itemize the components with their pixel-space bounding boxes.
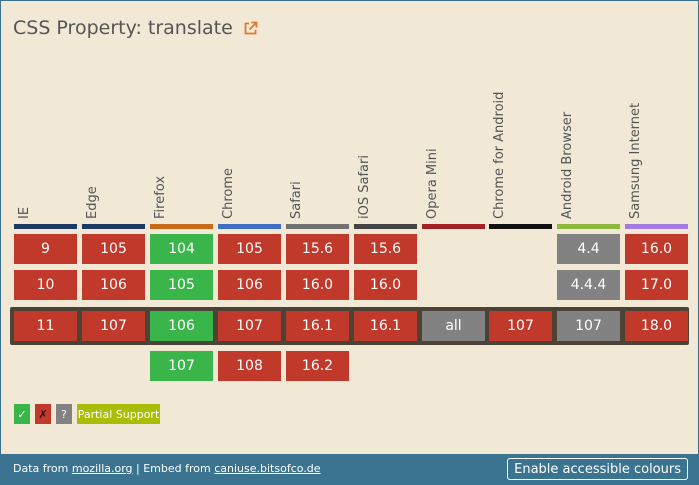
feature-title: CSS Property: translate [13, 17, 233, 39]
browser-color-bar [14, 224, 77, 229]
caniuse-embed-link[interactable]: caniuse.bitsofco.de [214, 462, 321, 475]
version-cell-safari[interactable]: 16.1 [286, 311, 349, 341]
version-cell-firefox[interactable]: 105 [150, 270, 213, 300]
title-row: CSS Property: translate [13, 15, 258, 41]
version-cell-ios-safari[interactable]: 16.1 [354, 311, 417, 341]
browser-color-bar [422, 224, 485, 229]
browser-name: Chrome for Android [492, 91, 507, 219]
browser-name: IE [17, 206, 32, 219]
browser-name: Firefox [153, 175, 168, 219]
browser-color-bar [354, 224, 417, 229]
legend-supported: ✓ [14, 404, 30, 424]
browser-color-bar [218, 224, 281, 229]
version-cell-chrome[interactable]: 107 [218, 311, 281, 341]
version-cell-ie[interactable]: 9 [14, 234, 77, 264]
legend-not-supported: ✗ [35, 404, 51, 424]
external-link-icon[interactable] [243, 21, 258, 36]
browser-name: iOS Safari [357, 155, 372, 219]
version-cell-ie[interactable]: 10 [14, 270, 77, 300]
version-cell-firefox[interactable]: 104 [150, 234, 213, 264]
browser-name: Safari [289, 181, 304, 219]
legend-partial-support: Partial Support [77, 404, 160, 424]
browser-header-samsung-internet: Samsung Internet [625, 81, 688, 229]
version-cell-samsung-internet[interactable]: 16.0 [625, 234, 688, 264]
version-cell-android-browser[interactable]: 4.4.4 [557, 270, 620, 300]
legend: ✓ ✗? Partial Support [14, 404, 160, 424]
version-cell-ios-safari[interactable]: 16.0 [354, 270, 417, 300]
browser-header-chrome-for-android: Chrome for Android [489, 81, 552, 229]
browser-color-bar [489, 224, 552, 229]
version-cell-samsung-internet[interactable]: 18.0 [625, 311, 688, 341]
version-cell-chrome[interactable]: 105 [218, 234, 281, 264]
browser-header-safari: Safari [286, 81, 349, 229]
browser-color-bar [150, 224, 213, 229]
version-cell-firefox[interactable]: 106 [150, 311, 213, 341]
version-cell-ie[interactable]: 11 [14, 311, 77, 341]
browser-name: Opera Mini [425, 148, 440, 219]
version-cell-safari[interactable]: 15.6 [286, 234, 349, 264]
browser-header-chrome: Chrome [218, 81, 281, 229]
browser-name: Samsung Internet [628, 102, 643, 219]
browser-color-bar [82, 224, 145, 229]
enable-accessible-colours-button[interactable]: Enable accessible colours [507, 458, 688, 480]
version-cell-edge[interactable]: 107 [82, 311, 145, 341]
embed-from-label: | Embed from [132, 462, 215, 475]
footer: Data from mozilla.org | Embed from caniu… [1, 454, 698, 484]
browser-header-android-browser: Android Browser [557, 81, 620, 229]
data-from-label: Data from [13, 462, 72, 475]
browser-color-bar [625, 224, 688, 229]
version-cell-edge[interactable]: 105 [82, 234, 145, 264]
browser-name: Edge [85, 186, 100, 219]
legend-unknown: ? [56, 404, 72, 424]
version-cell-opera-mini[interactable]: all [422, 311, 485, 341]
browser-color-bar [557, 224, 620, 229]
browser-color-bar [286, 224, 349, 229]
version-cell-safari[interactable]: 16.2 [286, 351, 349, 381]
mozilla-link[interactable]: mozilla.org [71, 462, 133, 475]
version-cell-safari[interactable]: 16.0 [286, 270, 349, 300]
browser-header-edge: Edge [82, 81, 145, 229]
browser-header-firefox: Firefox [150, 81, 213, 229]
browser-name: Chrome [221, 168, 236, 219]
version-cell-ios-safari[interactable]: 15.6 [354, 234, 417, 264]
browser-name: Android Browser [560, 111, 575, 219]
browser-header-ios-safari: iOS Safari [354, 81, 417, 229]
version-cell-android-browser[interactable]: 107 [557, 311, 620, 341]
version-cell-chrome-for-android[interactable]: 107 [489, 311, 552, 341]
version-cell-chrome[interactable]: 106 [218, 270, 281, 300]
version-cell-android-browser[interactable]: 4.4 [557, 234, 620, 264]
footer-credits: Data from mozilla.org | Embed from caniu… [13, 462, 321, 475]
version-cell-firefox[interactable]: 107 [150, 351, 213, 381]
browser-header-opera-mini: Opera Mini [422, 81, 485, 229]
version-cell-samsung-internet[interactable]: 17.0 [625, 270, 688, 300]
version-cell-edge[interactable]: 106 [82, 270, 145, 300]
version-cell-chrome[interactable]: 108 [218, 351, 281, 381]
browser-header-ie: IE [14, 81, 77, 229]
